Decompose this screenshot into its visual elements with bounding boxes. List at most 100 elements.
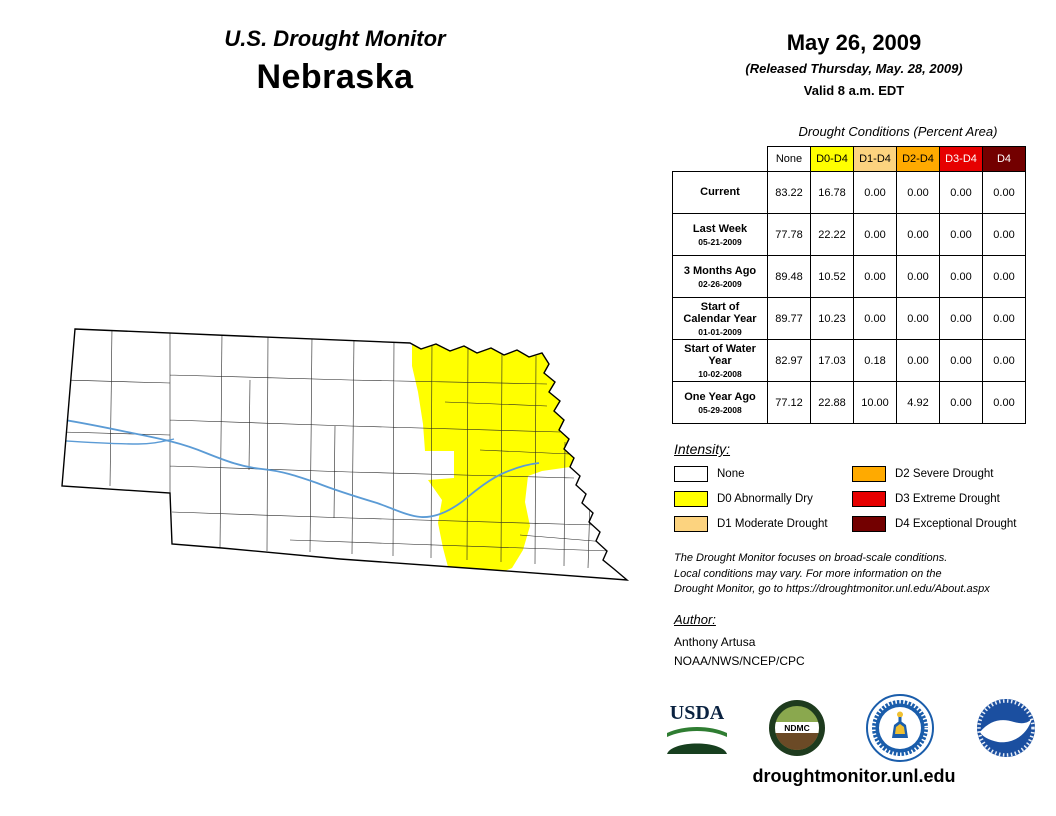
percent-cell: 0.00: [982, 381, 1026, 424]
percent-cell: 0.00: [896, 171, 940, 214]
intensity-legend: Intensity: None D0 Abnormally Dry D1 Mod…: [674, 441, 1042, 541]
legend-item: D2 Severe Drought: [852, 466, 1042, 482]
percent-cell: 0.00: [939, 171, 983, 214]
table-row: Start of Calendar Year 01-01-2009 89.77 1…: [672, 297, 1026, 340]
percent-cell: 0.00: [982, 171, 1026, 214]
percent-cell: 0.00: [939, 213, 983, 256]
author-organization: NOAA/NWS/NCEP/CPC: [674, 654, 805, 668]
usda-logo-text: USDA: [669, 701, 725, 724]
ndmc-logo-text: NDMC: [784, 723, 810, 733]
percent-cell: 77.12: [767, 381, 811, 424]
state-title: Nebraska: [256, 58, 414, 96]
percent-cell: 89.48: [767, 255, 811, 298]
percent-cell: 10.23: [810, 297, 854, 340]
date-block: May 26, 2009 (Released Thursday, May. 28…: [664, 30, 1044, 98]
column-header: D1-D4: [853, 146, 897, 172]
percent-cell: 4.92: [896, 381, 940, 424]
row-label: Start of Water Year: [684, 342, 756, 367]
percent-cell: 16.78: [810, 171, 854, 214]
disclaimer-line: The Drought Monitor focuses on broad-sca…: [674, 552, 948, 564]
legend-label: D3 Extreme Drought: [895, 493, 1000, 505]
percent-cell: 17.03: [810, 339, 854, 382]
percent-cell: 22.22: [810, 213, 854, 256]
legend-title: Intensity:: [674, 441, 731, 457]
footer-url: droughtmonitor.unl.edu: [752, 766, 956, 786]
legend-label: D0 Abnormally Dry: [717, 493, 813, 505]
map-date: May 26, 2009: [786, 30, 922, 55]
disclaimer-line: Drought Monitor, go to https://droughtmo…: [674, 583, 990, 596]
author-label: Author:: [674, 612, 716, 627]
author-name: Anthony Artusa: [674, 635, 756, 649]
row-date: 05-21-2009: [698, 236, 742, 247]
table-row: One Year Ago 05-29-2008 77.12 22.88 10.00…: [672, 381, 1026, 424]
row-label: 3 Months Ago: [683, 264, 757, 277]
percent-cell: 0.00: [853, 297, 897, 340]
south-platte-branch: [62, 438, 175, 445]
percent-cell: 0.00: [982, 297, 1026, 340]
legend-swatch: [674, 466, 708, 482]
row-label: One Year Ago: [684, 390, 756, 403]
legend-swatch: [852, 466, 886, 482]
column-header: D4: [982, 146, 1026, 172]
legend-item: D1 Moderate Drought: [674, 516, 852, 532]
table-corner: [673, 147, 768, 172]
percent-cell: 77.78: [767, 213, 811, 256]
legend-swatch: [674, 516, 708, 532]
percent-cell: 0.00: [896, 213, 940, 256]
legend-item: D0 Abnormally Dry: [674, 491, 852, 507]
percent-cell: 89.77: [767, 297, 811, 340]
ndmc-logo: NDMC: [768, 699, 826, 757]
percent-cell: 0.00: [853, 255, 897, 298]
percent-cell: 0.18: [853, 339, 897, 382]
state-border: [61, 328, 630, 581]
noaa-emblem-icon: [975, 697, 1037, 759]
commerce-seal-icon: [866, 694, 934, 762]
title-block: U.S. Drought Monitor Nebraska: [150, 26, 520, 97]
percent-cell: 22.88: [810, 381, 854, 424]
drought-conditions-table: None D0-D4 D1-D4 D2-D4 D3-D4 D4 Current …: [672, 146, 1026, 424]
map-container: [50, 320, 640, 595]
percent-cell: 0.00: [896, 255, 940, 298]
usda-swoosh-icon: [667, 726, 727, 754]
noaa-logo: [974, 696, 1038, 760]
percent-cell: 0.00: [982, 213, 1026, 256]
column-header: D3-D4: [939, 146, 983, 172]
legend-swatch: [674, 491, 708, 507]
commerce-seal-logo: [866, 694, 934, 762]
legend-item: None: [674, 466, 852, 482]
table-header-row: None D0-D4 D1-D4 D2-D4 D3-D4 D4: [673, 146, 1026, 172]
table-row: 3 Months Ago 02-26-2009 89.48 10.52 0.00 …: [672, 255, 1026, 298]
table-title: Drought Conditions (Percent Area): [798, 124, 998, 139]
legend-item: D4 Exceptional Drought: [852, 516, 1042, 532]
table-row: Current 83.22 16.78 0.00 0.00 0.00 0.00: [672, 171, 1026, 214]
table-row: Last Week 05-21-2009 77.78 22.22 0.00 0.0…: [672, 213, 1026, 256]
disclaimer-line: Local conditions may vary. For more info…: [674, 567, 942, 580]
table-row: Start of Water Year 10-02-2008 82.97 17.0…: [672, 339, 1026, 382]
row-date: 05-29-2008: [698, 404, 742, 415]
column-header: D2-D4: [896, 146, 940, 172]
percent-cell: 10.00: [853, 381, 897, 424]
legend-label: D1 Moderate Drought: [717, 518, 828, 530]
column-header: None: [767, 146, 811, 172]
nebraska-drought-map: [61, 328, 630, 581]
row-date: 01-01-2009: [698, 326, 742, 337]
row-date: 10-02-2008: [698, 368, 742, 379]
row-label: Last Week: [692, 222, 748, 235]
map-d0-region: [412, 344, 574, 571]
percent-cell: 0.00: [982, 339, 1026, 382]
percent-cell: 0.00: [939, 297, 983, 340]
percent-cell: 0.00: [853, 171, 897, 214]
legend-label: D4 Exceptional Drought: [895, 518, 1017, 530]
legend-label: None: [717, 468, 745, 480]
released-date: (Released Thursday, May. 28, 2009): [745, 61, 963, 76]
legend-swatch: [852, 516, 886, 532]
row-label: Current: [700, 185, 740, 198]
legend-item: D3 Extreme Drought: [852, 491, 1042, 507]
legend-swatch: [852, 491, 886, 507]
percent-cell: 82.97: [767, 339, 811, 382]
row-label: Start of Calendar Year: [683, 300, 757, 325]
column-header: D0-D4: [810, 146, 854, 172]
percent-cell: 0.00: [939, 255, 983, 298]
agency-logos: USDA NDMC: [666, 694, 1038, 762]
valid-time: Valid 8 a.m. EDT: [803, 83, 905, 98]
